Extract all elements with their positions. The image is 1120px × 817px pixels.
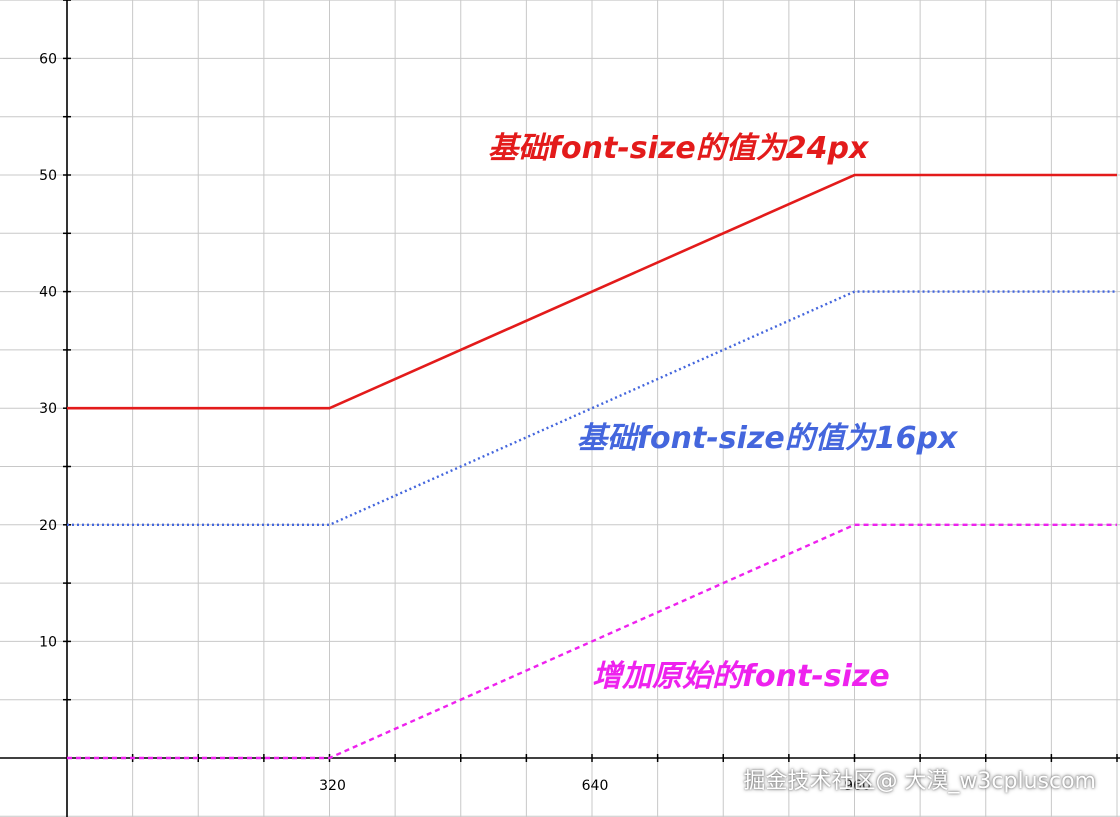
y-tick-label: 60 (39, 51, 57, 67)
x-tick-label: 320 (319, 778, 346, 794)
tick-labels: 10 20 30 40 50 60 320 640 960 (39, 51, 871, 794)
annotations: 基础font-size的值为24px 基础font-size的值为16px 增加原始… (488, 131, 959, 694)
watermark: 掘金技术社区@ 大漠_w3cpluscom (743, 769, 1096, 794)
series-line-3 (67, 523, 1117, 760)
series-line-2 (67, 290, 1117, 526)
series-line-1 (67, 173, 1117, 410)
y-tick-label: 10 (39, 634, 57, 650)
y-tick-label: 50 (39, 168, 57, 184)
x-tick-label: 640 (582, 778, 609, 794)
annotation-label-1: 基础font-size的值为24px (488, 131, 870, 166)
annotation-label-2: 基础font-size的值为16px (577, 421, 959, 456)
y-tick-label: 40 (39, 285, 57, 301)
annotation-label-3: 增加原始的font-size (592, 659, 890, 694)
y-tick-label: 20 (39, 518, 57, 534)
x-tick-label: 960 (844, 778, 871, 794)
series-lines (67, 173, 1117, 760)
y-tick-label: 30 (39, 401, 57, 417)
tick-marks (63, 0, 1118, 762)
